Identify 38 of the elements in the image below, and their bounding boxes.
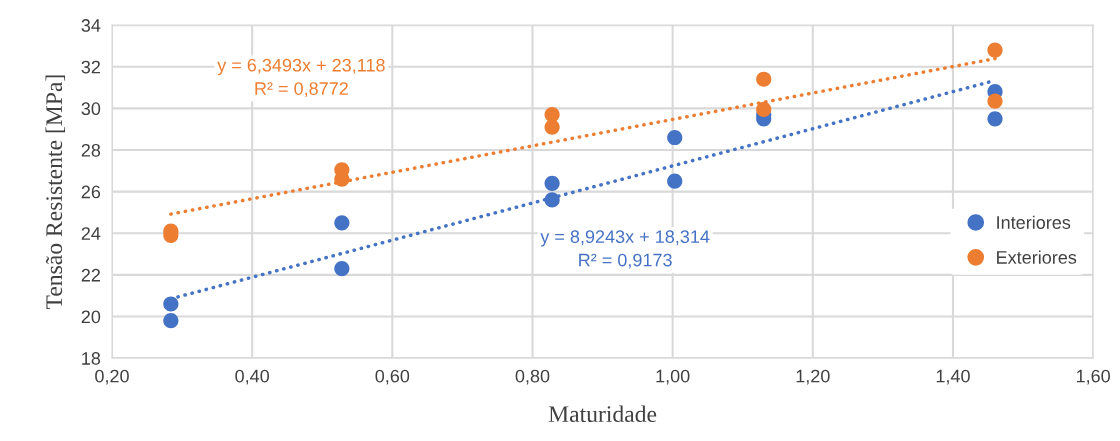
x-tick-label: 0,60	[375, 369, 410, 385]
y-tick-label: 30	[81, 102, 101, 116]
point	[334, 261, 350, 277]
y-tick-label: 34	[81, 19, 101, 32]
y-tick-label: 24	[81, 227, 101, 240]
point	[544, 107, 560, 123]
y-tick-label: 28	[81, 143, 101, 157]
legend-label: Exteriores	[997, 250, 1077, 264]
y-tick-label: 26	[81, 185, 101, 199]
point	[667, 129, 683, 146]
point	[987, 93, 1003, 109]
x-tick-label: 0,40	[235, 369, 270, 385]
x-tick-label: 0,80	[515, 369, 550, 385]
point	[334, 215, 350, 231]
annotation: y = 6,3493x + 23,118 R² = 0,8772	[217, 58, 385, 98]
point	[544, 175, 560, 191]
point	[163, 313, 179, 329]
point	[544, 119, 560, 135]
point	[987, 111, 1003, 127]
x-axis-title: Maturidade	[548, 405, 657, 423]
y-tick-label: 18	[82, 352, 101, 365]
y-tick-label: 32	[81, 60, 100, 74]
point	[667, 173, 683, 189]
point	[756, 101, 772, 118]
x-tick-label: 1,20	[796, 369, 830, 385]
y-tick-label: 22	[81, 268, 100, 282]
point	[756, 71, 772, 87]
y-tick-label: 20	[81, 310, 101, 324]
point	[987, 42, 1003, 58]
x-tick-label: 0,20	[95, 369, 129, 385]
y-axis-title: Tensão Resistente [MPa]	[45, 75, 66, 310]
x-tick-label: 1,40	[936, 369, 970, 385]
point	[544, 192, 560, 208]
x-tick-label: 1,60	[1076, 369, 1110, 385]
legend-label: Interiores	[997, 215, 1071, 229]
point	[163, 296, 179, 312]
annotation: y = 8,9243x + 18,314 R² = 0,9173	[540, 230, 710, 269]
x-tick-label: 1,00	[656, 369, 690, 385]
